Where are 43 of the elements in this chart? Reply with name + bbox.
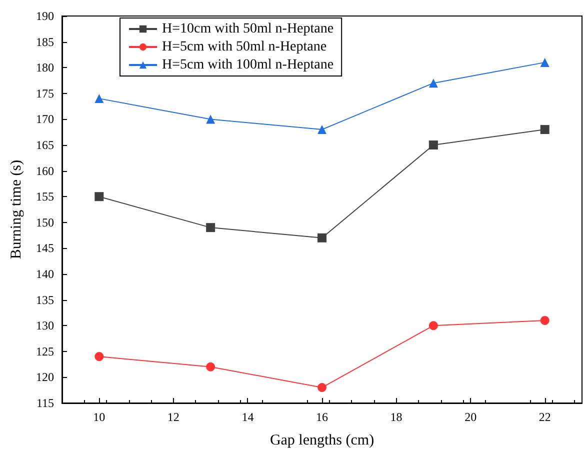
point — [206, 114, 216, 124]
x-axis-title: Gap lengths (cm) — [270, 432, 374, 448]
y-tick-label: 150 — [36, 215, 54, 230]
x-tick-label: 14 — [242, 410, 254, 424]
y-tick-label: 135 — [36, 292, 54, 307]
legend-label: H=5cm with 100ml n-Heptane — [162, 58, 334, 72]
y-tick-label: 175 — [36, 86, 54, 100]
legend-label: H=10cm with 50ml n-Heptane — [162, 22, 334, 36]
x-tick-label: 10 — [93, 410, 106, 424]
y-tick-label: 170 — [36, 112, 54, 126]
legend-label: H=5cm with 50ml n-Heptane — [162, 40, 327, 54]
x-tick-label: 18 — [390, 410, 402, 424]
y-tick-label: 140 — [36, 267, 54, 281]
x-tick-label: 20 — [464, 410, 477, 424]
point — [318, 383, 326, 392]
y-tick-label: 190 — [36, 9, 54, 23]
point — [318, 233, 326, 242]
point — [540, 125, 550, 134]
x-tick-label: 22 — [538, 410, 551, 424]
point — [94, 192, 104, 202]
y-tick-label: 130 — [36, 318, 54, 333]
point — [428, 140, 438, 150]
y-tick-label: 115 — [36, 396, 54, 410]
y-tick-label: 145 — [36, 241, 54, 256]
y-tick-label: 165 — [36, 138, 54, 152]
point — [428, 78, 438, 88]
y-axis-title: Burning time (s) — [8, 160, 24, 260]
point — [206, 362, 216, 372]
point — [206, 223, 216, 232]
point — [428, 321, 438, 330]
y-tick-label: 155 — [36, 190, 54, 204]
point — [94, 352, 104, 362]
point — [94, 94, 104, 104]
y-tick-label: 160 — [36, 164, 54, 178]
y-tick-label: 180 — [36, 60, 54, 75]
point — [540, 316, 550, 325]
y-tick-label: 185 — [36, 34, 54, 49]
y-tick-label: 125 — [36, 344, 54, 358]
x-tick-label: 12 — [167, 410, 180, 424]
point — [318, 125, 326, 134]
point — [540, 58, 550, 67]
x-tick-label: 16 — [316, 410, 328, 424]
y-tick-label: 120 — [36, 370, 54, 384]
